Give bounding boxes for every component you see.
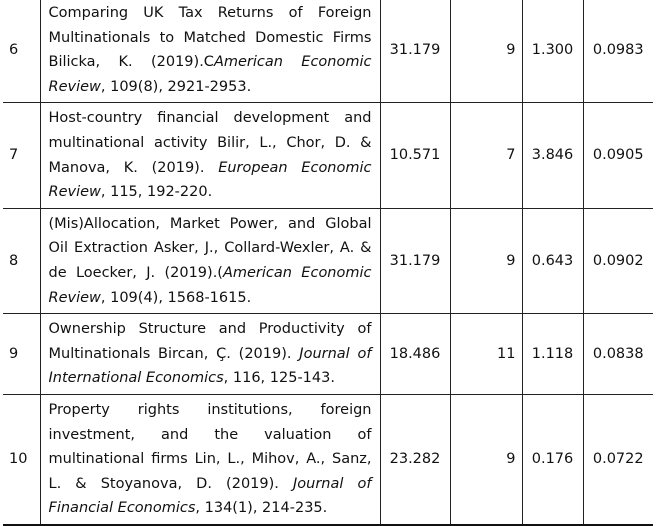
value-cell: 1.118 xyxy=(521,313,584,395)
reference-text: Ownership Structure and Productivity of … xyxy=(48,321,372,362)
value-cell: 0.0983 xyxy=(582,0,653,104)
value-cell: 0.0838 xyxy=(582,313,653,395)
reference-details: , 134(1), 214-235. xyxy=(195,500,328,517)
document: 6 Comparing UK Tax Returns of Foreign Mul… xyxy=(3,0,653,526)
table-row: 9 Ownership Structure and Productivity of… xyxy=(3,313,653,395)
table-row: 6 Comparing UK Tax Returns of Foreign Mul… xyxy=(3,0,653,104)
value-cell: 0.0722 xyxy=(582,393,653,526)
row-index: 8 xyxy=(3,207,41,315)
reference-cell: Property rights institutions, foreign in… xyxy=(39,393,381,526)
table-row: 10 Property rights institutions, foreign … xyxy=(3,393,653,526)
reference-text: (Mis)Allocation, Market Power, and Globa… xyxy=(48,215,372,281)
reference-table: 6 Comparing UK Tax Returns of Foreign Mul… xyxy=(3,0,653,526)
row-index: 9 xyxy=(3,313,41,395)
value-cell: 7 xyxy=(449,102,523,209)
journal-name: American Economic Review xyxy=(48,264,372,306)
table-row: 8 (Mis)Allocation, Market Power, and Glob… xyxy=(3,207,653,315)
value-cell: 9 xyxy=(449,393,523,526)
reference-text: Host-country financial development and m… xyxy=(48,110,372,176)
reference-text: Comparing UK Tax Returns of Foreign Mult… xyxy=(48,5,372,71)
journal-name: Journal of International Economics xyxy=(48,345,372,387)
value-cell: 10.571 xyxy=(379,102,451,209)
row-index: 7 xyxy=(3,102,41,209)
reference-details: , 109(4), 1568-1615. xyxy=(100,289,252,306)
value-cell: 9 xyxy=(449,0,523,104)
table-body: 6 Comparing UK Tax Returns of Foreign Mul… xyxy=(3,0,653,526)
journal-name: American Economic Review xyxy=(48,54,372,95)
reference-cell: Ownership Structure and Productivity of … xyxy=(39,313,381,395)
value-cell: 0.176 xyxy=(521,393,584,526)
table-row: 7 Host-country financial development and … xyxy=(3,102,653,209)
reference-cell: (Mis)Allocation, Market Power, and Globa… xyxy=(39,207,381,315)
value-cell: 3.846 xyxy=(521,102,584,209)
journal-name: Journal of Financial Economics xyxy=(48,475,372,517)
journal-name: European Economic Review xyxy=(48,159,372,201)
value-cell: 31.179 xyxy=(379,207,451,315)
reference-details: , 109(8), 2921-2953. xyxy=(100,78,252,95)
value-cell: 23.282 xyxy=(379,393,451,526)
reference-cell: Comparing UK Tax Returns of Foreign Mult… xyxy=(39,0,381,104)
value-cell: 11 xyxy=(449,313,523,395)
row-index: 6 xyxy=(3,0,41,104)
value-cell: 0.0902 xyxy=(582,207,653,315)
row-index: 10 xyxy=(3,393,41,526)
reference-text: Property rights institutions, foreign in… xyxy=(48,401,372,492)
value-cell: 0.0905 xyxy=(582,102,653,209)
reference-details: , 115, 192-220. xyxy=(100,184,213,201)
value-cell: 9 xyxy=(449,207,523,315)
value-cell: 18.486 xyxy=(379,313,451,395)
reference-details: , 116, 125-143. xyxy=(223,370,335,387)
reference-cell: Host-country financial development and m… xyxy=(39,102,381,209)
value-cell: 31.179 xyxy=(379,0,451,104)
value-cell: 0.643 xyxy=(521,207,584,315)
value-cell: 1.300 xyxy=(521,0,584,104)
